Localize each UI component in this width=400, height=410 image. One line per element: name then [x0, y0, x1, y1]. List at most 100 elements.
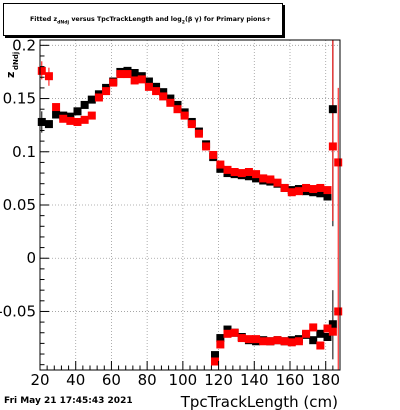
x-tick-label: 20	[30, 371, 49, 389]
data-point	[302, 183, 311, 192]
data-point	[223, 325, 232, 334]
data-point	[52, 103, 61, 112]
data-point	[334, 307, 343, 316]
y-tick-label: 0.15	[3, 90, 36, 108]
data-point	[216, 164, 225, 173]
data-point	[309, 185, 318, 194]
data-point	[259, 174, 268, 183]
axes: 20 40 60 80 100 120 140 160 180 -0.05 0 0.05 0.1 0.15…	[0, 36, 341, 389]
y-tick-label: 0.2	[12, 36, 36, 54]
data-point	[294, 187, 303, 196]
data-point	[309, 336, 318, 345]
data-point	[166, 98, 175, 107]
data-point	[52, 110, 61, 119]
data-point	[187, 120, 196, 129]
data-point	[266, 175, 275, 184]
data-point	[334, 158, 343, 167]
x-axis-title: TpcTrackLength (cm)	[180, 393, 338, 410]
y-tick-label: -0.05	[0, 302, 36, 320]
data-point	[223, 329, 232, 338]
data-point	[87, 111, 96, 120]
title-box: Fitted zdNdj versus TpcTrackLength and l…	[3, 3, 283, 36]
grid	[39, 40, 340, 370]
data-point	[309, 323, 318, 332]
x-tick-label: 160	[276, 371, 305, 389]
data-point	[37, 66, 46, 75]
data-point	[144, 82, 153, 91]
data-layer	[37, 40, 343, 370]
data-point	[87, 95, 96, 104]
data-point	[173, 105, 182, 114]
x-tick-label: 140	[240, 371, 269, 389]
data-point	[130, 69, 139, 77]
data-point	[244, 172, 253, 181]
data-point	[130, 76, 139, 85]
data-point	[223, 165, 232, 174]
data-point	[159, 88, 168, 97]
data-point	[66, 116, 75, 125]
x-tick-label: 60	[102, 371, 121, 389]
x-tick-label: 80	[138, 371, 157, 389]
data-point	[244, 335, 253, 344]
data-point	[211, 357, 219, 366]
data-point	[244, 168, 253, 176]
title-mid: versus TpcTrackLength and log	[69, 16, 182, 23]
data-point	[316, 341, 325, 350]
y-tick-label: 0.05	[3, 196, 36, 214]
data-point	[194, 129, 203, 138]
data-point	[328, 327, 337, 336]
data-point	[166, 94, 175, 103]
data-point	[316, 183, 325, 192]
data-point	[230, 328, 239, 337]
data-point	[328, 142, 337, 151]
data-point	[152, 82, 161, 91]
data-point	[73, 117, 82, 126]
data-point	[252, 335, 261, 344]
data-point	[252, 174, 261, 183]
data-point	[216, 334, 225, 343]
data-point	[102, 87, 111, 96]
data-point	[302, 329, 311, 338]
y-axis-title-sub: dNdj	[12, 52, 20, 70]
data-point	[294, 337, 303, 346]
data-point	[287, 188, 296, 197]
data-point	[323, 324, 332, 333]
chart-title: Fitted zdNdj versus TpcTrackLength and l…	[30, 16, 271, 25]
data-point	[73, 107, 82, 116]
data-point	[323, 192, 332, 201]
data-point	[152, 87, 161, 96]
data-point	[109, 78, 118, 87]
data-point	[252, 170, 261, 179]
data-point	[137, 75, 146, 84]
data-point	[180, 111, 189, 120]
x-tick-label: 40	[66, 371, 85, 389]
title-sub-log: 2	[181, 20, 185, 26]
data-point	[266, 337, 275, 346]
data-point	[328, 320, 337, 329]
data-point	[202, 142, 211, 151]
y-tick-label: 0	[26, 249, 36, 267]
data-point	[66, 112, 75, 121]
data-point	[259, 337, 268, 346]
x-tick-label: 120	[204, 371, 233, 389]
data-point	[44, 120, 53, 129]
data-point	[80, 115, 89, 124]
title-sub-dndj: dNdj	[57, 20, 70, 26]
title-suffix: (β γ) for Primary pions+	[184, 16, 271, 23]
data-point	[323, 333, 332, 341]
data-point	[316, 329, 325, 338]
data-point	[237, 169, 246, 178]
data-point	[59, 114, 68, 123]
data-point	[44, 72, 53, 81]
data-point	[287, 338, 296, 347]
data-point	[328, 105, 337, 114]
timestamp: Fri May 21 17:45:43 2021	[4, 396, 133, 406]
data-point	[216, 340, 225, 349]
data-point	[280, 183, 289, 192]
data-point	[123, 70, 132, 79]
data-point	[159, 92, 168, 101]
data-point	[280, 337, 289, 346]
data-point	[144, 77, 153, 86]
data-point	[116, 70, 125, 79]
